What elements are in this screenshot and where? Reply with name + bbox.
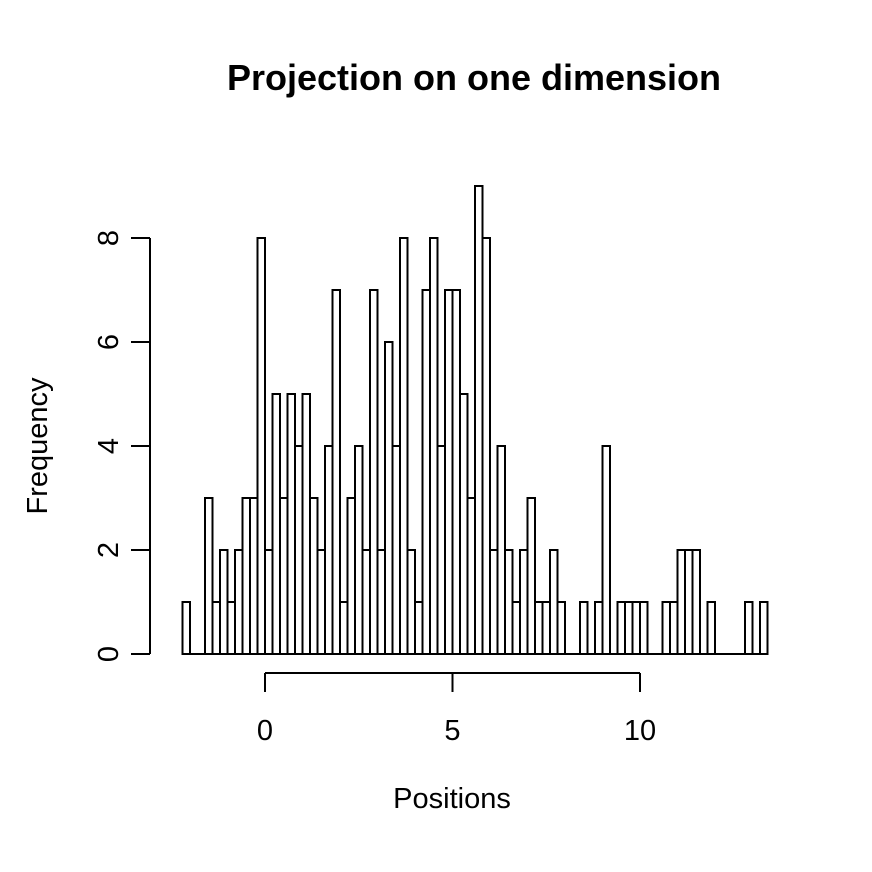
- histogram-bar: [639, 601, 649, 655]
- histogram-bar: [369, 289, 379, 655]
- histogram-bar: [631, 601, 641, 655]
- x-tick-label: 5: [444, 715, 460, 747]
- chart-title: Projection on one dimension: [227, 57, 721, 98]
- histogram-bar: [256, 237, 266, 655]
- histogram-bar: [219, 549, 229, 655]
- histogram-bar: [511, 601, 521, 655]
- histogram-bar: [669, 601, 679, 655]
- histogram-bar: [301, 393, 311, 655]
- histogram-bar: [459, 393, 469, 655]
- histogram-bar: [474, 185, 484, 655]
- histogram-bar: [399, 237, 409, 655]
- histogram-bar: [271, 393, 281, 655]
- histogram-bar: [579, 601, 589, 655]
- histogram-bar: [691, 549, 701, 655]
- histogram-bar: [676, 549, 686, 655]
- histogram-bar: [339, 601, 349, 655]
- y-tick-label: 0: [93, 646, 125, 662]
- histogram-bar: [211, 601, 221, 655]
- x-axis-title: Positions: [393, 783, 511, 815]
- histogram-bar: [309, 497, 319, 655]
- histogram-bar: [496, 445, 506, 655]
- histogram-bar: [624, 601, 634, 655]
- histogram-bar: [316, 549, 326, 655]
- x-axis: 0 5 10: [257, 672, 656, 747]
- histogram-bar: [406, 549, 416, 655]
- histogram-bar: [226, 601, 236, 655]
- histogram-bar: [234, 549, 244, 655]
- histogram-bars: [181, 185, 769, 655]
- y-tick-label: 4: [93, 438, 125, 454]
- histogram-bar: [466, 497, 476, 655]
- histogram-bar: [549, 549, 559, 655]
- histogram-bar: [181, 601, 191, 655]
- y-axis-title: Frequency: [22, 377, 54, 515]
- histogram-bar: [384, 341, 394, 655]
- histogram-bar: [444, 289, 454, 655]
- histogram-bar: [481, 237, 491, 655]
- y-tick-label: 8: [93, 230, 125, 246]
- histogram-bar: [421, 289, 431, 655]
- histogram-bar: [684, 549, 694, 655]
- histogram-bar: [526, 497, 536, 655]
- histogram-bar: [489, 549, 499, 655]
- histogram-bar: [286, 393, 296, 655]
- x-tick-label: 0: [257, 715, 273, 747]
- histogram-bar: [504, 549, 514, 655]
- histogram-bar: [541, 601, 551, 655]
- histogram-bar: [601, 445, 611, 655]
- histogram-bar: [346, 497, 356, 655]
- histogram-bar: [759, 601, 769, 655]
- histogram-bar: [706, 601, 716, 655]
- histogram-bar: [451, 289, 461, 655]
- histogram-bar: [376, 549, 386, 655]
- histogram-bar: [294, 445, 304, 655]
- histogram-bar: [429, 237, 439, 655]
- histogram-bar: [354, 445, 364, 655]
- histogram-bar: [616, 601, 626, 655]
- histogram-bar: [279, 497, 289, 655]
- histogram-bar: [414, 601, 424, 655]
- histogram-bar: [361, 549, 371, 655]
- y-axis: 0 2 4 6 8: [93, 230, 151, 662]
- histogram-bar: [534, 601, 544, 655]
- histogram-bar: [241, 497, 251, 655]
- histogram-bar: [744, 601, 754, 655]
- histogram-bar: [249, 497, 259, 655]
- histogram-bar: [436, 445, 446, 655]
- histogram-bar: [556, 601, 566, 655]
- histogram-bar: [331, 289, 341, 655]
- histogram-bar: [204, 497, 214, 655]
- y-tick-label: 2: [93, 542, 125, 558]
- x-tick-label: 10: [624, 715, 656, 747]
- y-tick-label: 6: [93, 334, 125, 350]
- histogram-bar: [519, 549, 529, 655]
- histogram-bar: [324, 445, 334, 655]
- histogram-bar: [264, 549, 274, 655]
- histogram-bar: [661, 601, 671, 655]
- histogram-bar: [391, 445, 401, 655]
- histogram-bar: [594, 601, 604, 655]
